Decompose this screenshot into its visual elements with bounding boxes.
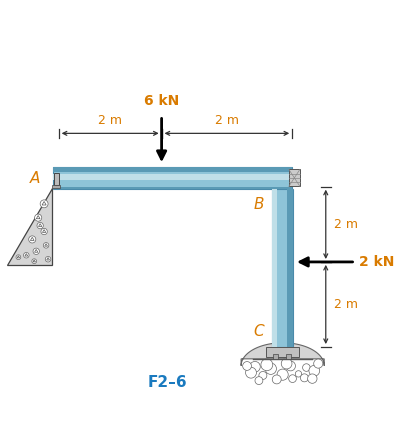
Circle shape xyxy=(261,359,273,371)
Circle shape xyxy=(314,359,323,368)
Circle shape xyxy=(37,222,43,229)
Bar xyxy=(53,187,292,189)
Polygon shape xyxy=(241,343,324,366)
Circle shape xyxy=(265,363,276,374)
Circle shape xyxy=(243,362,251,370)
Bar xyxy=(53,174,292,181)
Circle shape xyxy=(23,253,29,258)
Text: C: C xyxy=(253,324,264,339)
Text: 2 m: 2 m xyxy=(98,114,122,127)
Bar xyxy=(274,354,278,359)
Polygon shape xyxy=(6,188,52,265)
Text: 2 m: 2 m xyxy=(335,218,358,231)
Circle shape xyxy=(277,369,288,380)
Circle shape xyxy=(43,242,49,248)
Circle shape xyxy=(40,200,48,208)
Bar xyxy=(272,189,293,347)
Circle shape xyxy=(32,259,37,264)
Circle shape xyxy=(307,374,317,384)
Circle shape xyxy=(309,365,320,376)
Circle shape xyxy=(45,256,51,262)
Text: F2–6: F2–6 xyxy=(148,376,187,391)
Bar xyxy=(54,173,59,185)
Text: 2 m: 2 m xyxy=(335,298,358,311)
Circle shape xyxy=(295,371,302,377)
Text: 2 kN: 2 kN xyxy=(360,255,395,269)
Text: A: A xyxy=(29,171,40,186)
Circle shape xyxy=(246,367,257,378)
Circle shape xyxy=(35,214,42,221)
Bar xyxy=(286,354,291,359)
Circle shape xyxy=(286,361,295,371)
Bar xyxy=(52,185,60,188)
Text: 2 m: 2 m xyxy=(215,114,239,127)
Text: B: B xyxy=(253,197,264,213)
Circle shape xyxy=(16,255,21,260)
Text: 6 kN: 6 kN xyxy=(144,94,179,109)
Circle shape xyxy=(272,375,281,384)
Circle shape xyxy=(303,364,310,371)
Circle shape xyxy=(255,377,263,384)
Circle shape xyxy=(41,228,47,234)
Bar xyxy=(289,169,300,187)
Circle shape xyxy=(250,362,260,372)
Bar xyxy=(266,347,299,357)
Circle shape xyxy=(281,358,292,369)
Circle shape xyxy=(301,374,308,382)
Circle shape xyxy=(33,248,39,254)
Bar xyxy=(53,167,292,189)
Circle shape xyxy=(289,375,297,383)
Circle shape xyxy=(29,236,36,243)
Bar xyxy=(287,189,293,347)
Bar xyxy=(272,189,277,347)
Circle shape xyxy=(259,371,267,379)
Bar xyxy=(53,167,292,172)
